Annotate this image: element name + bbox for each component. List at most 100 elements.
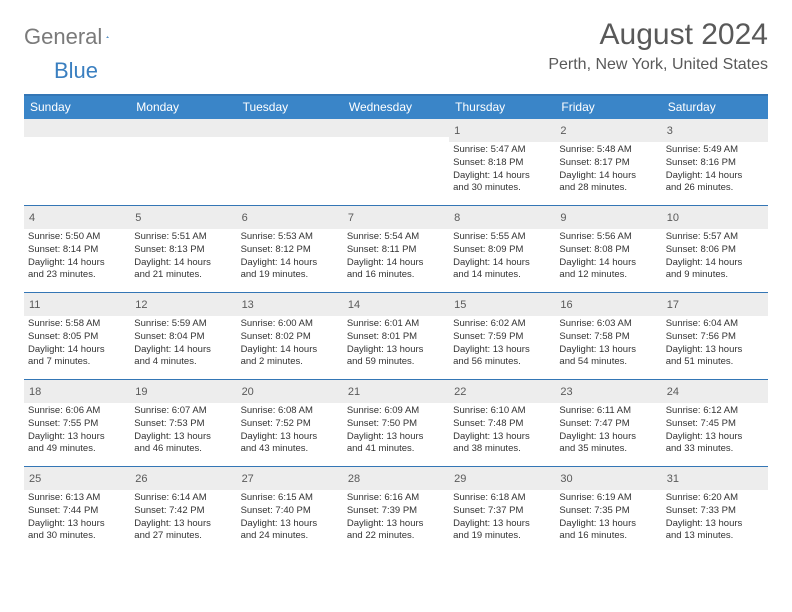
day-body (24, 137, 130, 142)
daylight-line: Daylight: 13 hours (28, 431, 126, 444)
sunrise-line: Sunrise: 5:56 AM (559, 231, 657, 244)
sunrise-line: Sunrise: 6:16 AM (347, 492, 445, 505)
daylight-line: Daylight: 14 hours (559, 257, 657, 270)
day-number: 21 (348, 386, 360, 398)
sunset-line: Sunset: 8:09 PM (453, 244, 551, 257)
daylight-line: Daylight: 14 hours (134, 344, 232, 357)
day-cell: 25Sunrise: 6:13 AMSunset: 7:44 PMDayligh… (24, 467, 130, 553)
sunrise-line: Sunrise: 5:55 AM (453, 231, 551, 244)
day-cell: 5Sunrise: 5:51 AMSunset: 8:13 PMDaylight… (130, 206, 236, 292)
day-number-row: 15 (449, 293, 555, 316)
daylight-line: and 7 minutes. (28, 356, 126, 369)
day-number: 11 (29, 299, 40, 311)
sunrise-line: Sunrise: 5:50 AM (28, 231, 126, 244)
sunset-line: Sunset: 8:16 PM (666, 157, 764, 170)
daylight-line: and 19 minutes. (453, 530, 551, 543)
sunset-line: Sunset: 8:04 PM (134, 331, 232, 344)
sunrise-line: Sunrise: 5:48 AM (559, 144, 657, 157)
day-number-row: 12 (130, 293, 236, 316)
daylight-line: Daylight: 14 hours (666, 170, 764, 183)
day-number-row: 16 (555, 293, 661, 316)
location-subtitle: Perth, New York, United States (548, 56, 768, 74)
sunset-line: Sunset: 8:18 PM (453, 157, 551, 170)
day-number-row: 11 (24, 293, 130, 316)
day-number: 9 (560, 212, 566, 224)
day-body: Sunrise: 5:53 AMSunset: 8:12 PMDaylight:… (237, 229, 343, 285)
day-cell: 4Sunrise: 5:50 AMSunset: 8:14 PMDaylight… (24, 206, 130, 292)
day-number-row (237, 119, 343, 137)
sunrise-line: Sunrise: 6:19 AM (559, 492, 657, 505)
day-number-row (343, 119, 449, 137)
daylight-line: Daylight: 13 hours (666, 344, 764, 357)
daylight-line: and 38 minutes. (453, 443, 551, 456)
day-number-row: 20 (237, 380, 343, 403)
daylight-line: and 43 minutes. (241, 443, 339, 456)
daylight-line: Daylight: 14 hours (453, 257, 551, 270)
day-number-row: 6 (237, 206, 343, 229)
daylight-line: and 27 minutes. (134, 530, 232, 543)
sunset-line: Sunset: 8:05 PM (28, 331, 126, 344)
daylight-line: Daylight: 14 hours (28, 344, 126, 357)
sunset-line: Sunset: 7:59 PM (453, 331, 551, 344)
daylight-line: Daylight: 13 hours (134, 431, 232, 444)
day-body: Sunrise: 6:07 AMSunset: 7:53 PMDaylight:… (130, 403, 236, 459)
day-number-row: 31 (662, 467, 768, 490)
day-cell: 18Sunrise: 6:06 AMSunset: 7:55 PMDayligh… (24, 380, 130, 466)
day-cell: 13Sunrise: 6:00 AMSunset: 8:02 PMDayligh… (237, 293, 343, 379)
day-body: Sunrise: 6:15 AMSunset: 7:40 PMDaylight:… (237, 490, 343, 546)
day-number: 31 (667, 473, 679, 485)
sunrise-line: Sunrise: 6:09 AM (347, 405, 445, 418)
daylight-line: and 4 minutes. (134, 356, 232, 369)
weekday-header: Monday (130, 96, 236, 119)
day-number-row: 29 (449, 467, 555, 490)
day-body: Sunrise: 6:16 AMSunset: 7:39 PMDaylight:… (343, 490, 449, 546)
day-body: Sunrise: 6:00 AMSunset: 8:02 PMDaylight:… (237, 316, 343, 372)
sunrise-line: Sunrise: 6:00 AM (241, 318, 339, 331)
day-number-row: 21 (343, 380, 449, 403)
sunrise-line: Sunrise: 5:59 AM (134, 318, 232, 331)
daylight-line: Daylight: 13 hours (666, 518, 764, 531)
day-number: 16 (560, 299, 572, 311)
sunrise-line: Sunrise: 6:08 AM (241, 405, 339, 418)
day-cell: 12 Sunrise: 5:59 AMSunset: 8:04 PMDayligh… (130, 293, 236, 379)
daylight-line: and 46 minutes. (134, 443, 232, 456)
day-number-row: 26 (130, 467, 236, 490)
day-number: 15 (454, 299, 466, 311)
day-cell: 7Sunrise: 5:54 AMSunset: 8:11 PMDaylight… (343, 206, 449, 292)
daylight-line: and 14 minutes. (453, 269, 551, 282)
day-cell: 16Sunrise: 6:03 AMSunset: 7:58 PMDayligh… (555, 293, 661, 379)
sunrise-line: Sunrise: 5:58 AM (28, 318, 126, 331)
daylight-line: Daylight: 14 hours (666, 257, 764, 270)
sunrise-line: Sunrise: 5:51 AM (134, 231, 232, 244)
sunrise-line: Sunrise: 6:11 AM (559, 405, 657, 418)
day-body: Sunrise: 5:48 AMSunset: 8:17 PMDaylight:… (555, 142, 661, 198)
daylight-line: and 16 minutes. (559, 530, 657, 543)
day-number-row: 27 (237, 467, 343, 490)
title-block: August 2024 Perth, New York, United Stat… (548, 18, 768, 74)
day-body: Sunrise: 5:58 AMSunset: 8:05 PMDaylight:… (24, 316, 130, 372)
day-body: Sunrise: 5:49 AMSunset: 8:16 PMDaylight:… (662, 142, 768, 198)
day-number: 22 (454, 386, 466, 398)
daylight-line: and 51 minutes. (666, 356, 764, 369)
daylight-line: and 41 minutes. (347, 443, 445, 456)
day-cell: 15Sunrise: 6:02 AMSunset: 7:59 PMDayligh… (449, 293, 555, 379)
day-cell: 31Sunrise: 6:20 AMSunset: 7:33 PMDayligh… (662, 467, 768, 553)
sunset-line: Sunset: 8:01 PM (347, 331, 445, 344)
day-number: 26 (135, 473, 147, 485)
day-cell: 2 Sunrise: 5:48 AMSunset: 8:17 PMDaylight… (555, 119, 661, 205)
day-number-row (130, 119, 236, 137)
day-cell: 26Sunrise: 6:14 AMSunset: 7:42 PMDayligh… (130, 467, 236, 553)
sunrise-line: Sunrise: 6:18 AM (453, 492, 551, 505)
daylight-line: and 54 minutes. (559, 356, 657, 369)
day-number: 27 (242, 473, 254, 485)
daylight-line: Daylight: 14 hours (28, 257, 126, 270)
day-number-row: 5 (130, 206, 236, 229)
day-body: Sunrise: 6:18 AMSunset: 7:37 PMDaylight:… (449, 490, 555, 546)
day-number-row: 4 (24, 206, 130, 229)
sunrise-line: Sunrise: 6:20 AM (666, 492, 764, 505)
day-number: 2 (560, 125, 566, 137)
daylight-line: and 24 minutes. (241, 530, 339, 543)
sunset-line: Sunset: 7:40 PM (241, 505, 339, 518)
daylight-line: and 19 minutes. (241, 269, 339, 282)
day-number-row (24, 119, 130, 137)
